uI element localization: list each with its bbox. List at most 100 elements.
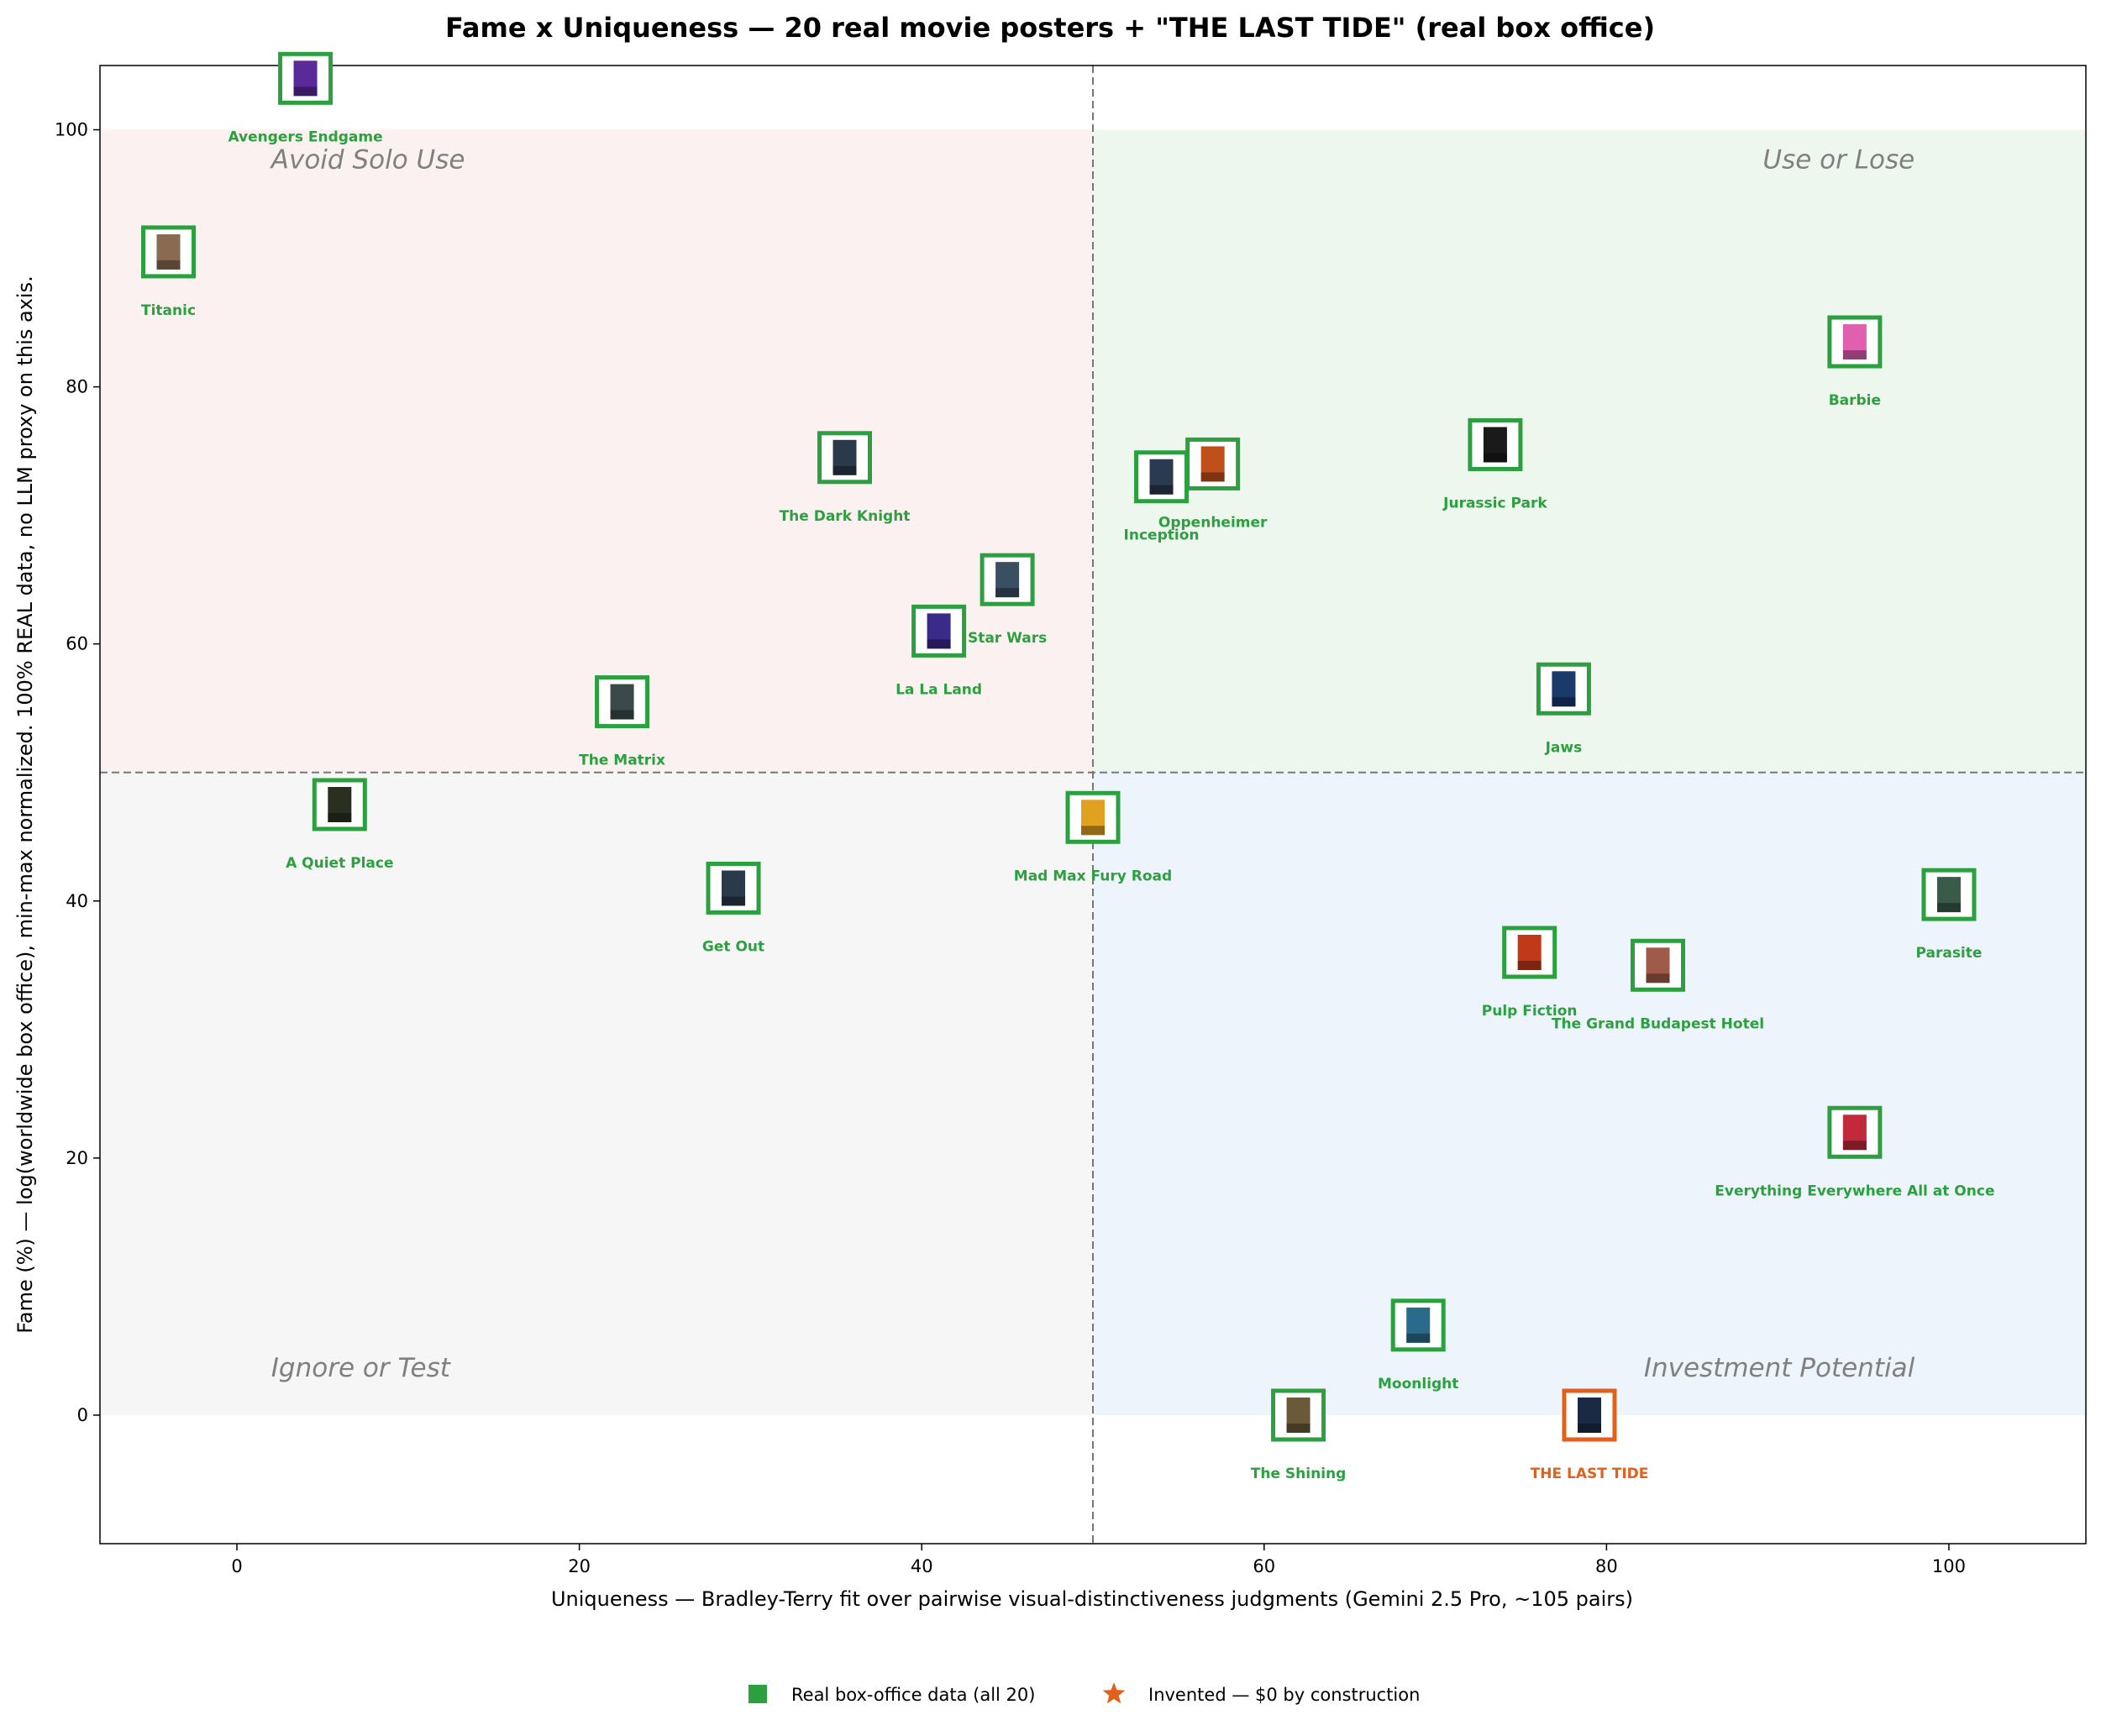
poster-thumbnail — [1646, 947, 1670, 983]
poster-thumbnail — [610, 684, 634, 720]
poster-thumbnail-band — [995, 588, 1020, 598]
poster-thumbnail — [1286, 1397, 1310, 1433]
point-label: The Dark Knight — [780, 508, 911, 525]
quadrant-label: Avoid Solo Use — [270, 144, 465, 175]
quadrant-label: Investment Potential — [1644, 1353, 1915, 1383]
poster-thumbnail-band — [1286, 1423, 1310, 1433]
point-label: Get Out — [702, 938, 764, 955]
poster-thumbnail — [1406, 1307, 1431, 1343]
point-label: Titanic — [141, 302, 196, 319]
data-point: Oppenheimer — [1158, 437, 1268, 531]
poster-thumbnail — [1552, 671, 1576, 707]
y-tick-label: 80 — [66, 377, 88, 397]
legend-label: Invented — $0 by construction — [1148, 1685, 1420, 1705]
data-point: Jurassic Park — [1442, 417, 1547, 511]
poster-thumbnail-band — [722, 896, 746, 906]
poster-thumbnail-band — [1578, 1423, 1601, 1433]
poster-frame — [1631, 938, 1686, 992]
poster-thumbnail — [293, 60, 318, 97]
legend: Real box-office data (all 20) Invented — … — [748, 1682, 1420, 1705]
poster-thumbnail-band — [833, 465, 857, 475]
poster-thumbnail — [156, 233, 181, 270]
legend-marker-square — [748, 1685, 767, 1703]
data-point: La La Land — [896, 604, 982, 698]
point-label: Jaws — [1545, 739, 1583, 756]
y-axis-label: Fame (%) — log(worldwide box office), mi… — [13, 275, 37, 1333]
point-label: Inception — [1124, 527, 1200, 544]
point-label: Star Wars — [968, 630, 1047, 647]
poster-thumbnail — [328, 787, 352, 822]
data-point: The Matrix — [579, 675, 665, 769]
poster-thumbnail-band — [610, 710, 634, 720]
x-tick-label: 60 — [1253, 1556, 1275, 1576]
poster-thumbnail-band — [1149, 485, 1174, 495]
x-tick-label: 80 — [1595, 1556, 1618, 1576]
data-point: Moonlight — [1378, 1298, 1458, 1392]
x-tick-label: 100 — [1932, 1556, 1966, 1576]
point-label: THE LAST TIDE — [1531, 1466, 1649, 1482]
poster-thumbnail — [1842, 1115, 1867, 1151]
plot-area — [99, 65, 2087, 1545]
poster-thumbnail-band — [328, 813, 352, 822]
poster-thumbnail-band — [1842, 350, 1867, 360]
point-label: Avengers Endgame — [228, 128, 382, 145]
point-label: The Matrix — [579, 753, 665, 769]
point-label: Jurassic Park — [1442, 495, 1547, 511]
y-axis: 0 20 40 60 80 100 — [55, 120, 100, 1425]
point-label: Mad Max Fury Road — [1014, 868, 1172, 884]
point-label: The Grand Budapest Hotel — [1552, 1015, 1764, 1032]
chart-title: Fame x Uniqueness — 20 real movie poster… — [445, 12, 1655, 44]
poster-thumbnail-band — [1200, 472, 1225, 482]
poster-thumbnail — [1578, 1397, 1601, 1433]
data-point: Mad Max Fury Road — [1014, 790, 1172, 884]
x-tick-label: 0 — [231, 1556, 242, 1576]
poster-thumbnail-band — [927, 639, 951, 649]
y-tick-label: 20 — [66, 1148, 88, 1168]
poster-thumbnail-band — [1081, 826, 1105, 836]
x-tick-label: 40 — [911, 1556, 933, 1576]
point-label: La La Land — [896, 681, 982, 698]
poster-thumbnail — [1149, 459, 1174, 495]
point-label: Moonlight — [1378, 1376, 1458, 1392]
data-point: Everything Everywhere All at Once — [1715, 1105, 1994, 1199]
data-point: Jaws — [1536, 662, 1591, 756]
point-label: Everything Everywhere All at Once — [1715, 1183, 1994, 1199]
data-point: Titanic — [141, 225, 196, 319]
x-axis: 0 20 40 60 80 100 — [231, 1544, 1966, 1576]
poster-thumbnail — [995, 562, 1020, 598]
y-tick-label: 0 — [77, 1405, 88, 1425]
data-point: Parasite — [1915, 868, 1982, 962]
poster-thumbnail — [927, 613, 951, 649]
poster-thumbnail-band — [1646, 973, 1670, 983]
x-tick-label: 20 — [568, 1556, 591, 1576]
point-label: Parasite — [1915, 945, 1982, 962]
y-tick-label: 100 — [55, 120, 88, 140]
quadrant-label: Use or Lose — [1762, 144, 1915, 175]
poster-thumbnail-band — [1842, 1141, 1867, 1151]
data-point: Inception — [1124, 450, 1200, 544]
threshold-lines — [100, 66, 2086, 1544]
quadrant-area — [100, 772, 1093, 1415]
poster-thumbnail — [1936, 877, 1961, 913]
point-label: Barbie — [1829, 392, 1881, 409]
poster-thumbnail-band — [1517, 961, 1542, 970]
poster-thumbnail — [1081, 800, 1105, 836]
poster-frame — [980, 553, 1035, 606]
data-point: Barbie — [1827, 315, 1883, 409]
legend-marker-star — [1102, 1682, 1126, 1704]
point-label: A Quiet Place — [286, 855, 393, 872]
data-point: The Shining — [1251, 1388, 1347, 1482]
x-axis-label: Uniqueness — Bradley-Terry fit over pair… — [551, 1587, 1633, 1611]
point-label: Pulp Fiction — [1482, 1003, 1578, 1020]
y-tick-label: 40 — [66, 891, 88, 911]
data-point: Star Wars — [968, 553, 1047, 647]
poster-thumbnail-band — [1552, 697, 1576, 707]
data-point: The Dark Knight — [780, 431, 911, 525]
quadrant-area — [100, 129, 1093, 773]
data-point: A Quiet Place — [286, 778, 394, 872]
poster-thumbnail-band — [1936, 903, 1961, 913]
point-label: The Shining — [1251, 1466, 1347, 1482]
data-point: THE LAST TIDE — [1531, 1388, 1649, 1482]
quadrant-labels: Avoid Solo Use Use or Lose Ignore or Test I… — [270, 144, 1915, 1383]
